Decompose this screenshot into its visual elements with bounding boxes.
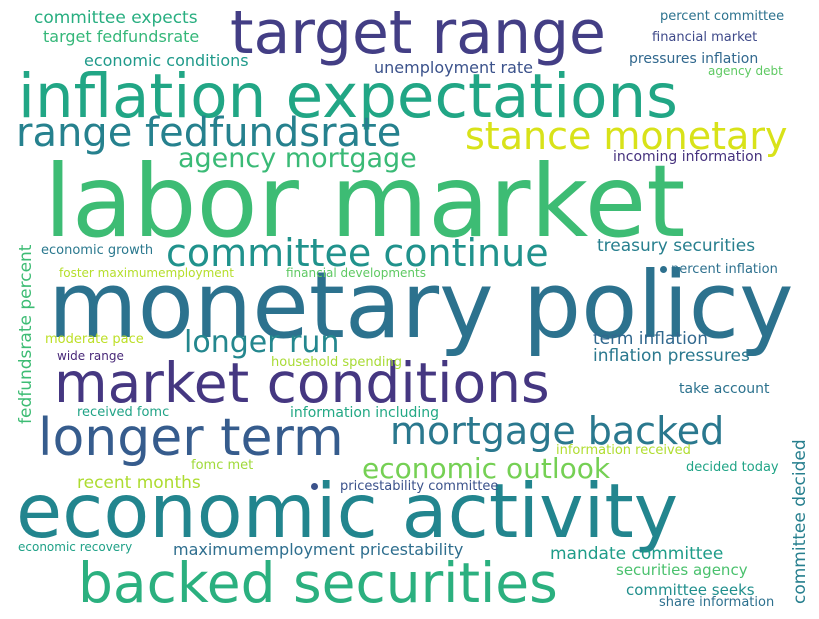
word-household-spending: household spending [271,355,403,370]
word-foster-maximumemployment: foster maximumemployment [59,266,234,280]
word-decided-today: decided today [686,460,779,475]
word-economic-activity: economic activity [16,467,679,555]
word-fomc-met: fomc met [191,458,254,473]
word-moderate-pace: moderate pace [45,332,144,347]
word-monetary-policy: monetary policy [48,252,794,359]
word-recent-months: recent months [77,473,201,493]
word-pressures-inflation: pressures inflation [629,51,759,67]
word-longer-term: longer term [38,408,344,468]
word-unemployment-rate: unemployment rate [374,58,533,77]
word-target-range: target range [230,0,606,68]
word-pricestability-committee: pricestability committee [340,479,499,494]
word-inflation-pressures: inflation pressures [593,346,750,366]
word-percent-committee: percent committee [660,9,785,24]
word-economic-conditions: economic conditions [84,51,249,70]
word-agency-mortgage: agency mortgage [178,143,417,174]
word-agency-debt: agency debt [708,64,783,78]
word-backed-securities: backed securities [78,551,558,615]
word-longer-run: longer run [184,325,340,360]
word-committee-seeks: committee seeks [626,581,755,599]
word-committee-decided: committee decided [790,439,810,604]
word-fedfundsrate-percent: fedfundsrate percent [16,244,36,424]
bullet-dot [311,483,318,490]
word-information-received: information received [556,443,691,458]
word-maximumemployment-pricestability: maximumemployment pricestability [173,540,464,559]
word-inflation-expectations: inflation expectations [18,61,678,132]
word-labor-market: labor market [44,143,686,260]
word-economic-growth: economic growth [41,243,154,258]
word-financial-market: financial market [652,30,758,45]
word-mortgage-backed: mortgage backed [390,409,725,453]
word-market-conditions: market conditions [54,351,550,415]
word-financial-developments: financial developments [286,266,426,280]
word-economic-recovery: economic recovery [18,540,133,554]
word-share-information: share information [659,595,775,610]
word-incoming-information: incoming information [613,149,763,165]
word-target-fedfundsrate: target fedfundsrate [43,27,200,46]
bullet-dot [660,266,667,273]
word-wide-range: wide range [57,349,124,363]
word-term-inflation: term inflation [593,329,708,349]
word-mandate-committee: mandate committee [550,544,724,564]
word-stance-monetary: stance monetary [465,114,788,158]
word-economic-outlook: economic outlook [362,452,611,485]
word-range-fedfundsrate: range fedfundsrate [16,110,402,156]
word-committee-expects: committee expects [34,8,198,28]
word-treasury-securities: treasury securities [597,236,756,256]
word-information-including: information including [290,405,440,421]
word-received-fomc: received fomc [77,405,170,420]
word-committee-continue: committee continue [166,231,549,275]
word-securities-agency: securities agency [616,561,748,579]
word-take-account: take account [679,381,770,397]
word-percent-inflation: percent inflation [671,262,778,277]
